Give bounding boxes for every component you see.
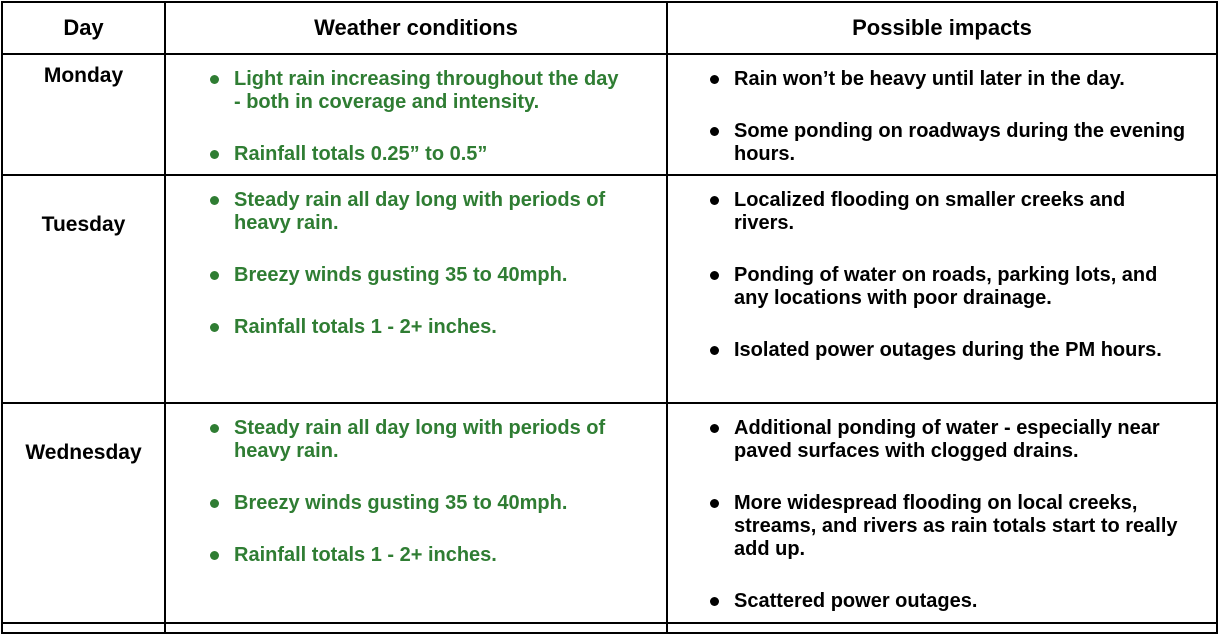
weather-conditions-cell: Steady rain all day long with periods of…	[166, 404, 668, 622]
weather-bullet-text: Rainfall totals 0.25” to 0.5”	[234, 143, 488, 165]
impacts-bullet-item: More widespread flooding on local creeks…	[710, 492, 1186, 561]
weather-bullet-text: Light rain increasing throughout the day…	[234, 68, 619, 113]
table-row: Tuesday Steady rain all day long with per…	[3, 176, 1216, 404]
impacts-bullet-item: Additional ponding of water - especially…	[710, 417, 1186, 463]
possible-impacts-cell: Localized flooding on smaller creeks and…	[668, 176, 1216, 402]
impacts-bullet-item: Localized flooding on smaller creeks and…	[710, 189, 1186, 235]
bullet-dot-icon	[210, 150, 219, 159]
partial-impacts-cell	[668, 624, 1216, 632]
weather-bullet-text: Rainfall totals 1 - 2+ inches.	[234, 316, 497, 338]
day-cell: Monday	[3, 55, 166, 174]
partial-weather-cell	[166, 624, 668, 632]
weather-bullet-list: Light rain increasing throughout the day…	[166, 55, 666, 166]
weather-bullet-item: Steady rain all day long with periods of…	[210, 417, 619, 463]
weather-bullet-text: Breezy winds gusting 35 to 40mph.	[234, 264, 568, 286]
bullet-dot-icon	[210, 271, 219, 280]
bullet-dot-icon	[710, 75, 719, 84]
table-body: Monday Light rain increasing throughout t…	[3, 55, 1216, 624]
column-header-weather-conditions: Weather conditions	[166, 3, 668, 53]
bullet-dot-icon	[210, 75, 219, 84]
bullet-dot-icon	[710, 271, 719, 280]
day-cell: Wednesday	[3, 404, 166, 622]
impacts-bullet-text: Localized flooding on smaller creeks and…	[734, 189, 1126, 234]
impacts-bullet-text: Ponding of water on roads, parking lots,…	[734, 264, 1158, 309]
bullet-dot-icon	[210, 551, 219, 560]
impacts-bullet-text: Some ponding on roadways during the even…	[734, 120, 1186, 165]
column-header-day: Day	[3, 3, 166, 53]
impacts-bullet-text: Additional ponding of water - especially…	[734, 417, 1160, 462]
impacts-bullet-text: More widespread flooding on local creeks…	[734, 492, 1178, 560]
bullet-dot-icon	[710, 196, 719, 205]
weather-bullet-list: Steady rain all day long with periods of…	[166, 176, 666, 339]
bullet-dot-icon	[210, 323, 219, 332]
weather-bullet-item: Breezy winds gusting 35 to 40mph.	[210, 492, 619, 515]
weather-bullet-item: Rainfall totals 1 - 2+ inches.	[210, 316, 619, 339]
bullet-dot-icon	[210, 499, 219, 508]
impacts-bullet-item: Scattered power outages.	[710, 590, 1186, 613]
bullet-dot-icon	[710, 346, 719, 355]
impacts-bullet-text: Rain won’t be heavy until later in the d…	[734, 68, 1125, 90]
weather-bullet-text: Steady rain all day long with periods of…	[234, 417, 606, 462]
possible-impacts-cell: Additional ponding of water - especially…	[668, 404, 1216, 622]
weather-conditions-cell: Light rain increasing throughout the day…	[166, 55, 668, 174]
table-row: Wednesday Steady rain all day long with p…	[3, 404, 1216, 624]
impacts-bullet-item: Some ponding on roadways during the even…	[710, 120, 1186, 166]
weather-bullet-item: Rainfall totals 0.25” to 0.5”	[210, 143, 619, 166]
column-header-possible-impacts: Possible impacts	[852, 15, 1032, 40]
day-cell: Tuesday	[3, 176, 166, 402]
weather-bullet-item: Light rain increasing throughout the day…	[210, 68, 619, 114]
partial-day-cell	[3, 624, 166, 632]
impacts-bullet-text: Isolated power outages during the PM hou…	[734, 339, 1162, 361]
impacts-bullet-list: Rain won’t be heavy until later in the d…	[668, 55, 1216, 166]
weather-bullet-item: Breezy winds gusting 35 to 40mph.	[210, 264, 619, 287]
bullet-dot-icon	[710, 424, 719, 433]
weather-bullet-list: Steady rain all day long with periods of…	[166, 404, 666, 567]
impacts-bullet-item: Ponding of water on roads, parking lots,…	[710, 264, 1186, 310]
table-header-row: Day Weather conditions Possible impacts	[3, 3, 1216, 55]
impacts-bullet-item: Isolated power outages during the PM hou…	[710, 339, 1186, 362]
bullet-dot-icon	[210, 424, 219, 433]
impacts-bullet-list: Localized flooding on smaller creeks and…	[668, 176, 1216, 362]
bullet-dot-icon	[210, 196, 219, 205]
weather-bullet-text: Rainfall totals 1 - 2+ inches.	[234, 544, 497, 566]
table-row: Monday Light rain increasing throughout t…	[3, 55, 1216, 176]
weather-bullet-item: Rainfall totals 1 - 2+ inches.	[210, 544, 619, 567]
possible-impacts-cell: Rain won’t be heavy until later in the d…	[668, 55, 1216, 174]
impacts-bullet-list: Additional ponding of water - especially…	[668, 404, 1216, 613]
bullet-dot-icon	[710, 499, 719, 508]
impacts-bullet-item: Rain won’t be heavy until later in the d…	[710, 68, 1186, 91]
weather-conditions-cell: Steady rain all day long with periods of…	[166, 176, 668, 402]
weather-bullet-item: Steady rain all day long with periods of…	[210, 189, 619, 235]
weather-bullet-text: Breezy winds gusting 35 to 40mph.	[234, 492, 568, 514]
partial-next-row	[3, 624, 1216, 632]
bullet-dot-icon	[710, 597, 719, 606]
impacts-bullet-text: Scattered power outages.	[734, 590, 978, 612]
bullet-dot-icon	[710, 127, 719, 136]
weather-bullet-text: Steady rain all day long with periods of…	[234, 189, 606, 234]
